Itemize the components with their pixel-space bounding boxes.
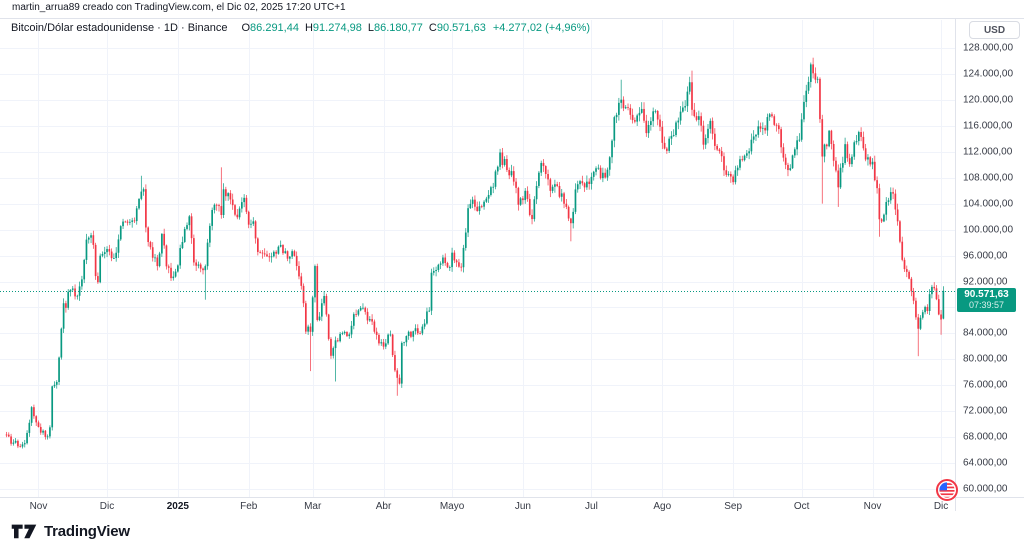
tradingview-brand-text: TradingView: [44, 522, 130, 540]
time-axis-label: Ago: [653, 501, 672, 512]
price-axis-label: 124.000,00: [963, 68, 1014, 80]
change-value: +4.277,02 (+4,96%): [492, 22, 591, 34]
price-axis-label: 84.000,00: [963, 327, 1008, 339]
last-price-value: 90.571,63: [964, 288, 1009, 300]
time-axis-label: Feb: [240, 501, 258, 512]
price-axis-label: 60.000,00: [963, 483, 1008, 495]
time-axis-label: Jul: [585, 501, 598, 512]
time-axis-label: Dic: [933, 501, 949, 512]
price-axis-label: 120.000,00: [963, 94, 1014, 106]
price-axis-label: 72.000,00: [963, 405, 1008, 417]
bar-countdown: 07:39:57: [968, 299, 1005, 310]
price-axis-label: 80.000,00: [963, 353, 1008, 365]
price-axis-label: 116.000,00: [963, 120, 1013, 132]
us-flag-event-icon[interactable]: [936, 479, 958, 501]
price-axis-label: 96.000,00: [963, 250, 1008, 262]
price-axis-label: 92.000,00: [963, 276, 1008, 288]
price-axis-label: 68.000,00: [963, 431, 1008, 443]
tradingview-watermark[interactable]: TradingView: [11, 521, 130, 541]
tradingview-logo-icon: [11, 521, 37, 541]
time-axis-label: Oct: [793, 501, 810, 512]
time-axis-label: Mar: [304, 501, 322, 512]
price-axis-label: 108.000,00: [963, 172, 1014, 184]
ohlc-open: O86.291,44: [241, 22, 299, 34]
symbol-title[interactable]: Bitcoin/Dólar estadounidense · 1D · Bina…: [11, 22, 228, 34]
ohlc-close: C90.571,63: [428, 22, 486, 34]
price-axis-label: 104.000,00: [963, 198, 1014, 210]
symbol-legend[interactable]: Bitcoin/Dólar estadounidense · 1D · Bina…: [11, 22, 590, 34]
last-price-badge: 90.571,63 07:39:57: [957, 287, 1016, 312]
time-axis-label: Abr: [375, 501, 392, 512]
price-axis-label: 128.000,00: [963, 42, 1014, 54]
attribution-text: martin_arrua89 creado con TradingView.co…: [12, 2, 346, 13]
price-axis-label: 100.000,00: [963, 224, 1014, 236]
ohlc-high: H91.274,98: [304, 22, 362, 34]
time-axis-label: Dic: [99, 501, 115, 512]
time-axis-label: Nov: [29, 501, 48, 512]
time-axis-label: Mayo: [439, 501, 465, 512]
price-axis-label: 64.000,00: [963, 457, 1008, 469]
time-axis-label: Nov: [863, 501, 882, 512]
time-axis-label: Sep: [724, 501, 743, 512]
price-axis-label: 112.000,00: [963, 146, 1013, 158]
price-axis-label: 76.000,00: [963, 379, 1008, 391]
currency-toggle-button[interactable]: USD: [969, 21, 1020, 39]
time-axis-label: 2025: [166, 501, 189, 512]
ohlc-low: L86.180,77: [367, 22, 423, 34]
time-axis-label: Jun: [514, 501, 531, 512]
